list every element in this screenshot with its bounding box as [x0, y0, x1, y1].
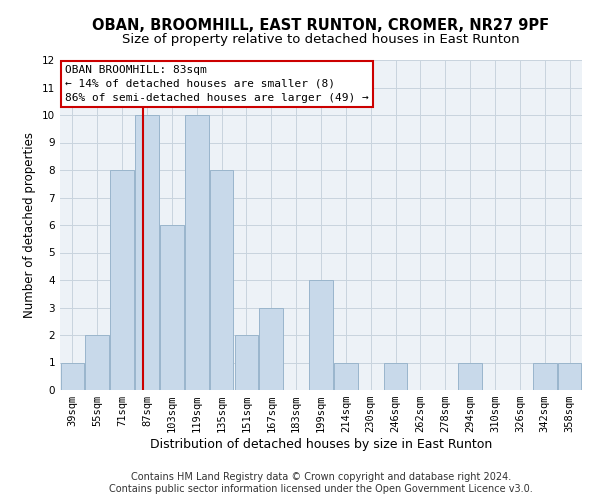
Bar: [533, 362, 557, 390]
Bar: [235, 335, 258, 390]
Bar: [309, 280, 333, 390]
Bar: [558, 362, 581, 390]
Bar: [61, 362, 84, 390]
Text: Size of property relative to detached houses in East Runton: Size of property relative to detached ho…: [122, 32, 520, 46]
Text: OBAN BROOMHILL: 83sqm
← 14% of detached houses are smaller (8)
86% of semi-detac: OBAN BROOMHILL: 83sqm ← 14% of detached …: [65, 65, 369, 103]
Bar: [110, 170, 134, 390]
Bar: [135, 115, 159, 390]
Bar: [85, 335, 109, 390]
Bar: [160, 225, 184, 390]
Y-axis label: Number of detached properties: Number of detached properties: [23, 132, 37, 318]
Bar: [185, 115, 209, 390]
Bar: [259, 308, 283, 390]
Text: Contains HM Land Registry data © Crown copyright and database right 2024.: Contains HM Land Registry data © Crown c…: [131, 472, 511, 482]
Bar: [210, 170, 233, 390]
Text: Contains public sector information licensed under the Open Government Licence v3: Contains public sector information licen…: [109, 484, 533, 494]
X-axis label: Distribution of detached houses by size in East Runton: Distribution of detached houses by size …: [150, 438, 492, 451]
Bar: [384, 362, 407, 390]
Bar: [334, 362, 358, 390]
Text: OBAN, BROOMHILL, EAST RUNTON, CROMER, NR27 9PF: OBAN, BROOMHILL, EAST RUNTON, CROMER, NR…: [92, 18, 550, 32]
Bar: [458, 362, 482, 390]
